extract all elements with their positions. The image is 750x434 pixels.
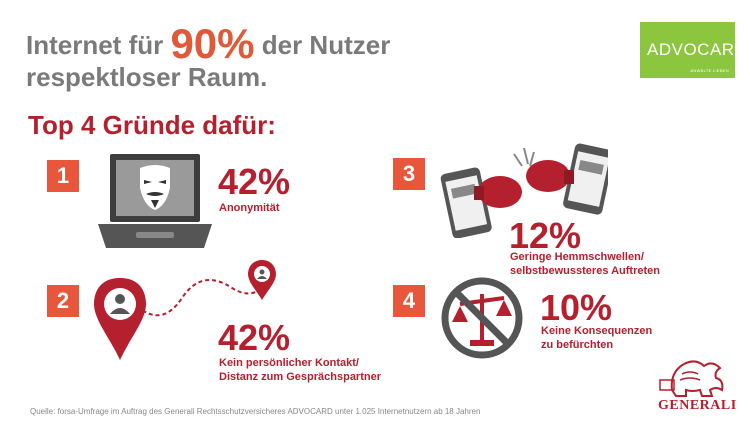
laptop-mask-icon xyxy=(98,154,212,248)
reason-3-number: 3 xyxy=(393,158,425,190)
headline-part1: Internet für xyxy=(26,30,171,60)
reason-2-percent: 42% xyxy=(218,317,291,358)
reason-2-number: 2 xyxy=(47,285,79,317)
reason-3-percent: 12% xyxy=(509,215,582,256)
phones-boxing-icon xyxy=(440,143,608,238)
no-justice-icon xyxy=(441,277,523,359)
source-note: Quelle: forsa-Umfrage im Auftrag des Gen… xyxy=(30,407,481,416)
headline-part2: der Nutzer xyxy=(254,30,391,60)
reason-2-label-line-1: Kein persönlicher Kontakt/ xyxy=(219,357,359,369)
reason-1-label: Anonymität xyxy=(219,201,280,215)
reason-3-label-line-1: Geringe Hemmschwellen/ xyxy=(510,251,644,263)
map-route-icon xyxy=(94,260,276,360)
reason-4-percent: 10% xyxy=(540,287,613,328)
headline-line2: respektloser Raum. xyxy=(26,62,268,92)
logo-name: ADVOCARD xyxy=(647,40,748,59)
reason-1-label-line-1: Anonymität xyxy=(219,202,280,214)
advocard-logo: ADVOCARD ANWÄLTE LIEBEN xyxy=(640,22,747,78)
generali-lion-icon xyxy=(659,360,724,397)
subtitle: Top 4 Gründe dafür: xyxy=(28,110,276,140)
reason-4-number: 4 xyxy=(393,285,425,317)
reason-1-number: 1 xyxy=(47,160,79,192)
reason-2-label: Kein persönlicher Kontakt/ Distanz zum G… xyxy=(219,356,381,384)
headline: Internet für 90% der Nutzer respektloser… xyxy=(26,23,446,93)
reason-1-percent: 42% xyxy=(218,161,291,202)
generali-brand: GENERALI xyxy=(658,398,737,413)
reason-3-label-line-2: selbstbewussteres Auftreten xyxy=(510,265,660,277)
reason-4-label-line-1: Keine Konsequenzen xyxy=(541,325,653,337)
reason-4-label: Keine Konsequenzen zu befürchten xyxy=(541,324,652,352)
reason-2-label-line-2: Distanz zum Gesprächspartner xyxy=(219,371,381,383)
logo-tagline: ANWÄLTE LIEBEN xyxy=(690,68,729,73)
headline-percent: 90% xyxy=(170,20,255,67)
reason-3-label: Geringe Hemmschwellen/ selbstbewussteres… xyxy=(510,250,660,278)
reason-4-label-line-2: zu befürchten xyxy=(541,339,614,351)
